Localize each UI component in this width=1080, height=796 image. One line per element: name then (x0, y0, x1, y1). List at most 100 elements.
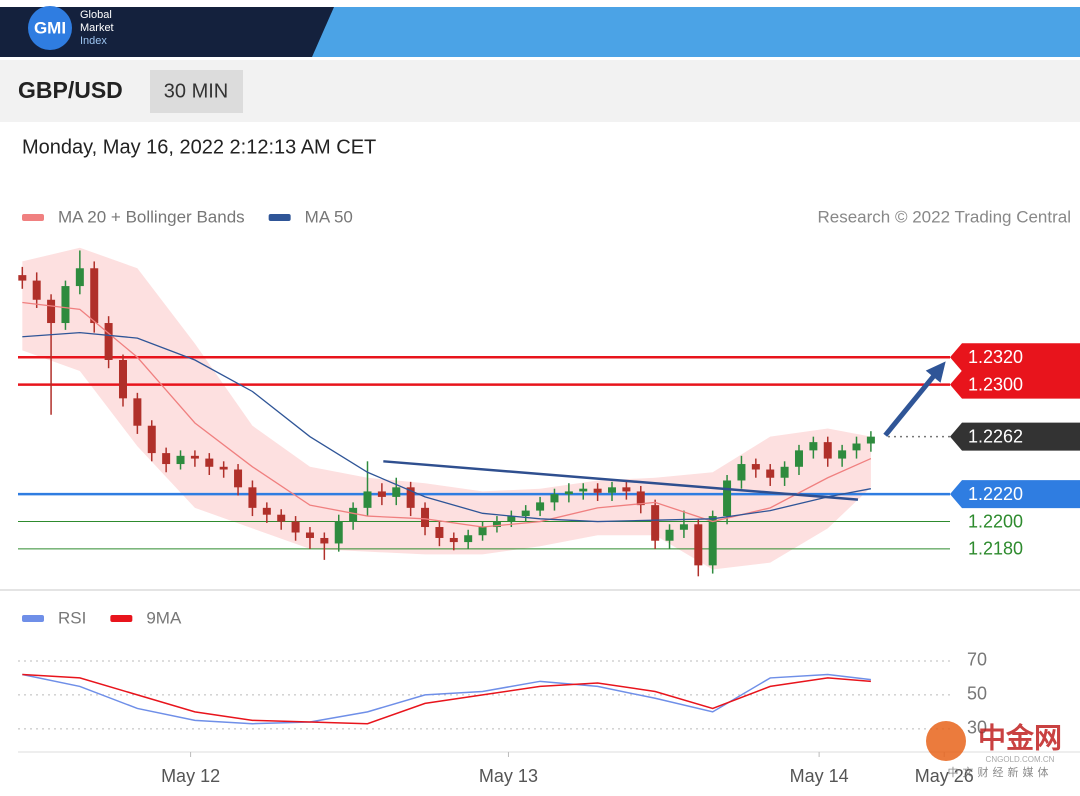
candle-body (838, 450, 847, 459)
x-tick-label: May 13 (479, 766, 538, 786)
candle-body (622, 487, 631, 492)
logo-mark: GMI (34, 18, 66, 37)
logo-text: Index (80, 35, 107, 47)
level-label: 1.2220 (968, 484, 1023, 504)
candle-body (809, 442, 818, 451)
candle-body (320, 537, 329, 544)
candle-body (248, 487, 257, 508)
candle-body (536, 502, 545, 511)
candle-body (190, 455, 199, 459)
legend-label: MA 50 (305, 207, 353, 226)
candle-body (564, 491, 573, 495)
logo-circle (28, 6, 72, 50)
candle-body (421, 507, 430, 528)
timestamp: Monday, May 16, 2022 2:12:13 AM CET (22, 136, 376, 158)
candle-body (47, 299, 56, 324)
watermark-logo (926, 721, 966, 761)
legend-label: 9MA (146, 608, 182, 627)
candle-body (291, 521, 300, 533)
candle-body (162, 453, 171, 465)
forecast-arrow (883, 370, 939, 437)
candle-body (90, 268, 99, 324)
candle-body (61, 286, 70, 324)
candle-body (435, 527, 444, 538)
candle-body (176, 455, 185, 465)
ma-line (22, 331, 872, 523)
candle-body (492, 521, 501, 528)
level-label: 1.2200 (968, 511, 1023, 531)
candle-body (852, 443, 861, 451)
symbol: GBP/USD (18, 77, 123, 103)
x-tick-label: May 26 (915, 766, 974, 786)
logo-text: Global (80, 9, 112, 21)
candle-body (478, 527, 487, 536)
y-tick-label: 50 (967, 684, 987, 704)
level-label: 1.2300 (968, 374, 1023, 394)
candle-body (507, 516, 516, 522)
candle-body (18, 275, 27, 281)
candle-body (751, 464, 760, 470)
logo-text: Market (80, 22, 114, 34)
candle-body (147, 425, 156, 454)
x-tick-label: May 12 (161, 766, 220, 786)
candle-body (449, 537, 458, 543)
level-tag (950, 480, 1080, 509)
y-tick-label: 70 (967, 650, 987, 670)
candle-body (521, 510, 530, 517)
candle-body (608, 487, 617, 493)
candle-body (866, 436, 875, 444)
candle-body (334, 521, 343, 544)
candle-body (205, 458, 214, 467)
watermark-tagline: 中文财经新媒体 (948, 765, 1053, 779)
interval-button[interactable] (150, 70, 243, 113)
legend-swatch (110, 615, 133, 622)
level-label: 1.2320 (968, 347, 1023, 367)
candle-body (262, 507, 271, 515)
candle-body (780, 466, 789, 478)
legend-swatch (268, 214, 291, 221)
y-tick-label: 30 (967, 718, 987, 738)
candle-body (579, 488, 588, 492)
candle-body (406, 487, 415, 508)
candle-body (766, 469, 775, 478)
watermark-name: 中金网 (978, 721, 1062, 753)
candle-body (133, 398, 142, 426)
arrow-head (925, 361, 946, 383)
candle-body (679, 524, 688, 530)
candle-body (32, 280, 41, 300)
candle-body (305, 532, 314, 538)
series-line (22, 673, 871, 725)
trendline (383, 460, 859, 501)
candle-body (219, 466, 228, 470)
candle-body (651, 505, 660, 541)
candle-body (349, 507, 358, 522)
interval[interactable]: 30 MIN (164, 80, 228, 102)
candle-body (723, 480, 732, 517)
candle-body (118, 360, 127, 399)
legend-label: MA 20 + Bollinger Bands (58, 207, 245, 226)
candle-body (75, 268, 84, 287)
level-tag (950, 370, 1080, 399)
candle-body (694, 524, 703, 566)
level-tag (950, 422, 1080, 451)
candle-body (593, 488, 602, 493)
candle-body (823, 442, 832, 459)
legend-swatch (22, 214, 44, 221)
x-tick-label: May 14 (790, 766, 849, 786)
legend-label: RSI (58, 608, 86, 627)
candle-body (794, 450, 803, 467)
logo-panel (0, 7, 334, 57)
level-tag (950, 343, 1080, 372)
watermark-url: CNGOLD.COM.CN (986, 755, 1055, 764)
bollinger-band (22, 247, 871, 570)
candle-body (392, 487, 401, 497)
watermark: 中金网 CNGOLD.COM.CN 中文财经新媒体 (926, 721, 1062, 779)
candle-body (550, 494, 559, 503)
series-line (22, 673, 871, 725)
legend-swatch (22, 615, 44, 622)
candle-body (104, 323, 113, 360)
candle-body (708, 516, 717, 566)
candle-body (737, 464, 746, 481)
candle-body (665, 529, 674, 541)
